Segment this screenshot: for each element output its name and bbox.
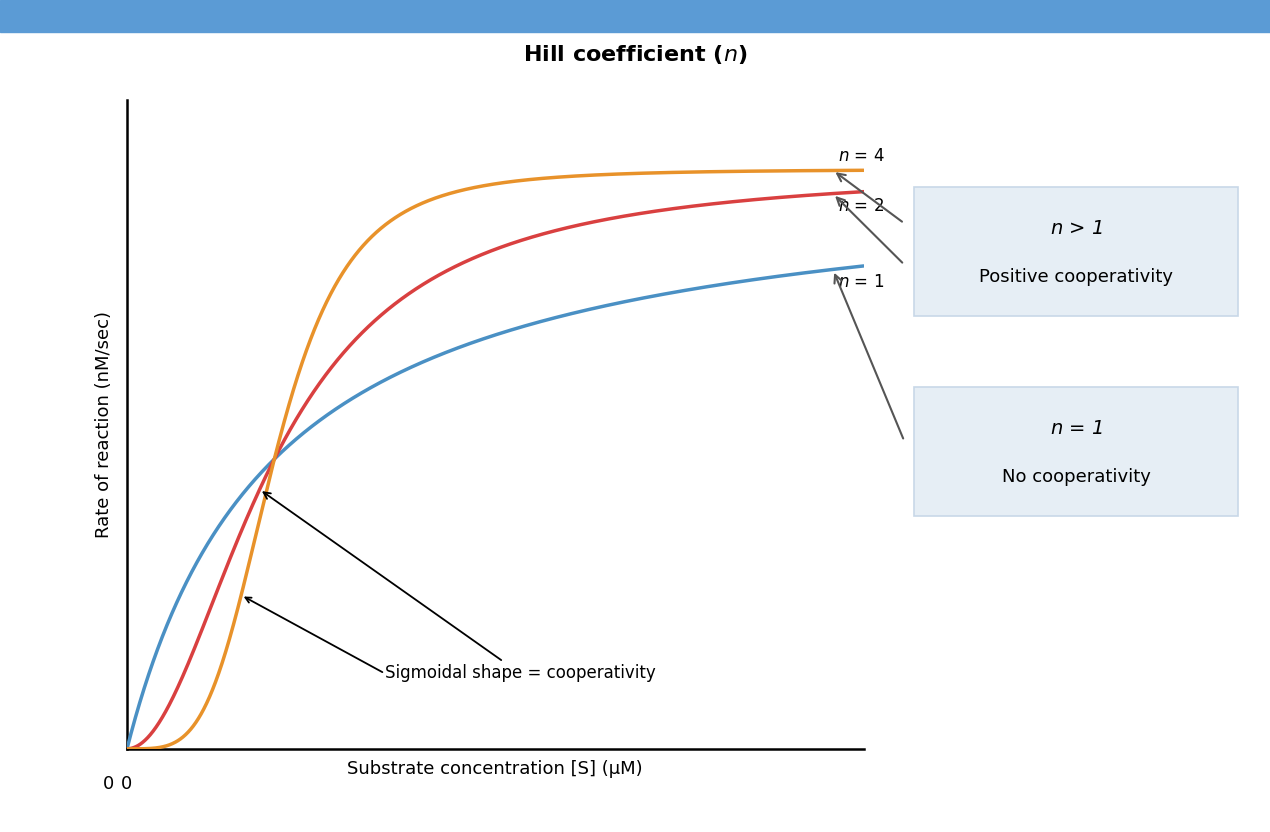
Text: $\mathit{n}$ = 4: $\mathit{n}$ = 4: [838, 146, 884, 165]
Text: Positive cooperativity: Positive cooperativity: [979, 269, 1173, 286]
Text: No cooperativity: No cooperativity: [1002, 468, 1151, 486]
Text: 0: 0: [103, 775, 114, 793]
Text: $\mathit{n}$ = 1: $\mathit{n}$ = 1: [1050, 418, 1102, 438]
Y-axis label: Rate of reaction (nM/sec): Rate of reaction (nM/sec): [95, 311, 113, 537]
Text: 0: 0: [122, 775, 132, 793]
X-axis label: Substrate concentration [S] (μM): Substrate concentration [S] (μM): [348, 760, 643, 778]
Text: $\mathit{n}$ > 1: $\mathit{n}$ > 1: [1050, 219, 1102, 238]
Text: $\mathit{n}$ = 1: $\mathit{n}$ = 1: [838, 273, 884, 291]
Text: Hill coefficient ($\mathit{n}$): Hill coefficient ($\mathit{n}$): [523, 42, 747, 66]
Text: $\mathit{n}$ = 2: $\mathit{n}$ = 2: [838, 197, 884, 215]
Text: Sigmoidal shape = cooperativity: Sigmoidal shape = cooperativity: [263, 493, 655, 682]
